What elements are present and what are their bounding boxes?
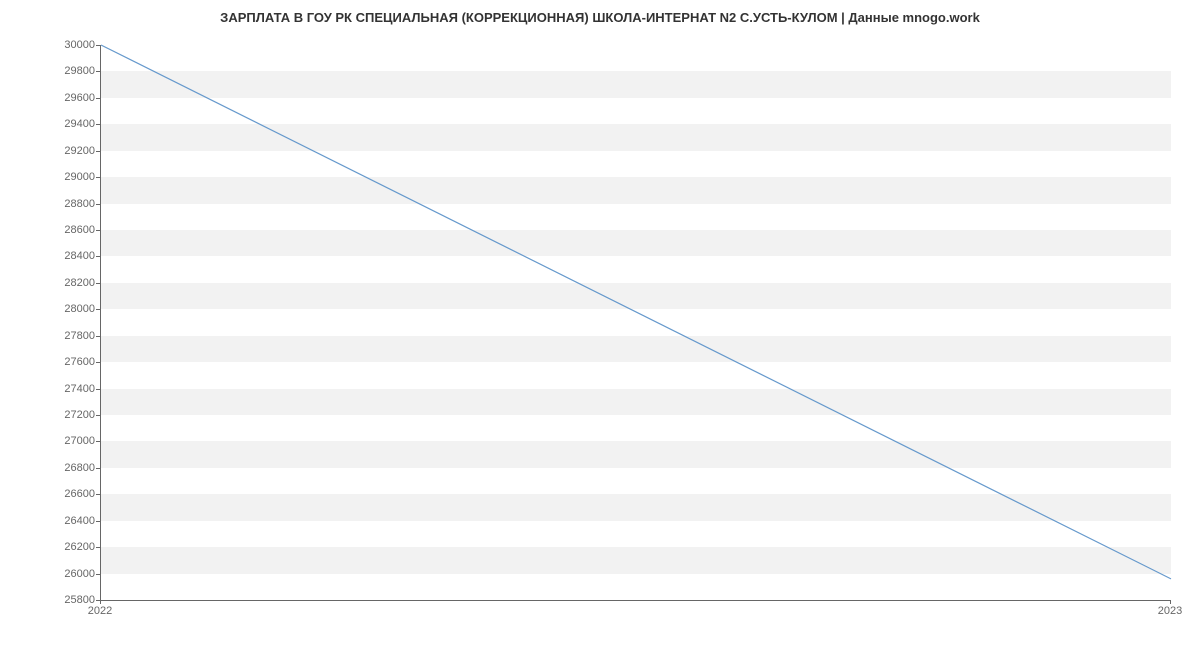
y-tick-mark	[96, 98, 100, 99]
y-tick-mark	[96, 441, 100, 442]
y-tick-label: 28200	[45, 277, 95, 289]
y-tick-mark	[96, 71, 100, 72]
x-tick-label: 2022	[88, 605, 112, 617]
y-tick-mark	[96, 468, 100, 469]
y-tick-label: 27600	[45, 356, 95, 368]
y-tick-label: 27800	[45, 330, 95, 342]
y-tick-mark	[96, 494, 100, 495]
y-tick-label: 26800	[45, 462, 95, 474]
y-tick-mark	[96, 45, 100, 46]
y-tick-mark	[96, 547, 100, 548]
y-tick-label: 28000	[45, 303, 95, 315]
x-tick-mark	[1170, 600, 1171, 604]
y-tick-label: 27400	[45, 383, 95, 395]
y-tick-label: 28800	[45, 198, 95, 210]
y-tick-label: 26000	[45, 568, 95, 580]
y-tick-label: 26200	[45, 541, 95, 553]
x-tick-mark	[100, 600, 101, 604]
y-tick-mark	[96, 336, 100, 337]
y-tick-label: 29000	[45, 171, 95, 183]
line-series	[101, 45, 1171, 600]
y-tick-label: 30000	[45, 39, 95, 51]
y-tick-label: 26600	[45, 488, 95, 500]
y-tick-mark	[96, 124, 100, 125]
y-tick-label: 27200	[45, 409, 95, 421]
salary-line-chart: ЗАРПЛАТА В ГОУ РК СПЕЦИАЛЬНАЯ (КОРРЕКЦИО…	[0, 0, 1200, 650]
chart-title: ЗАРПЛАТА В ГОУ РК СПЕЦИАЛЬНАЯ (КОРРЕКЦИО…	[0, 0, 1200, 30]
y-tick-mark	[96, 204, 100, 205]
y-tick-mark	[96, 309, 100, 310]
y-tick-label: 29200	[45, 145, 95, 157]
y-tick-label: 27000	[45, 435, 95, 447]
y-tick-label: 28600	[45, 224, 95, 236]
y-tick-label: 29800	[45, 65, 95, 77]
y-tick-mark	[96, 521, 100, 522]
y-tick-mark	[96, 389, 100, 390]
y-tick-label: 26400	[45, 515, 95, 527]
y-tick-label: 28400	[45, 250, 95, 262]
y-tick-mark	[96, 283, 100, 284]
y-tick-mark	[96, 151, 100, 152]
y-tick-mark	[96, 230, 100, 231]
y-tick-mark	[96, 362, 100, 363]
y-tick-mark	[96, 415, 100, 416]
plot-area	[100, 45, 1171, 601]
y-tick-mark	[96, 177, 100, 178]
y-tick-mark	[96, 256, 100, 257]
y-tick-label: 29400	[45, 118, 95, 130]
y-tick-mark	[96, 574, 100, 575]
y-tick-label: 29600	[45, 92, 95, 104]
x-tick-label: 2023	[1158, 605, 1182, 617]
